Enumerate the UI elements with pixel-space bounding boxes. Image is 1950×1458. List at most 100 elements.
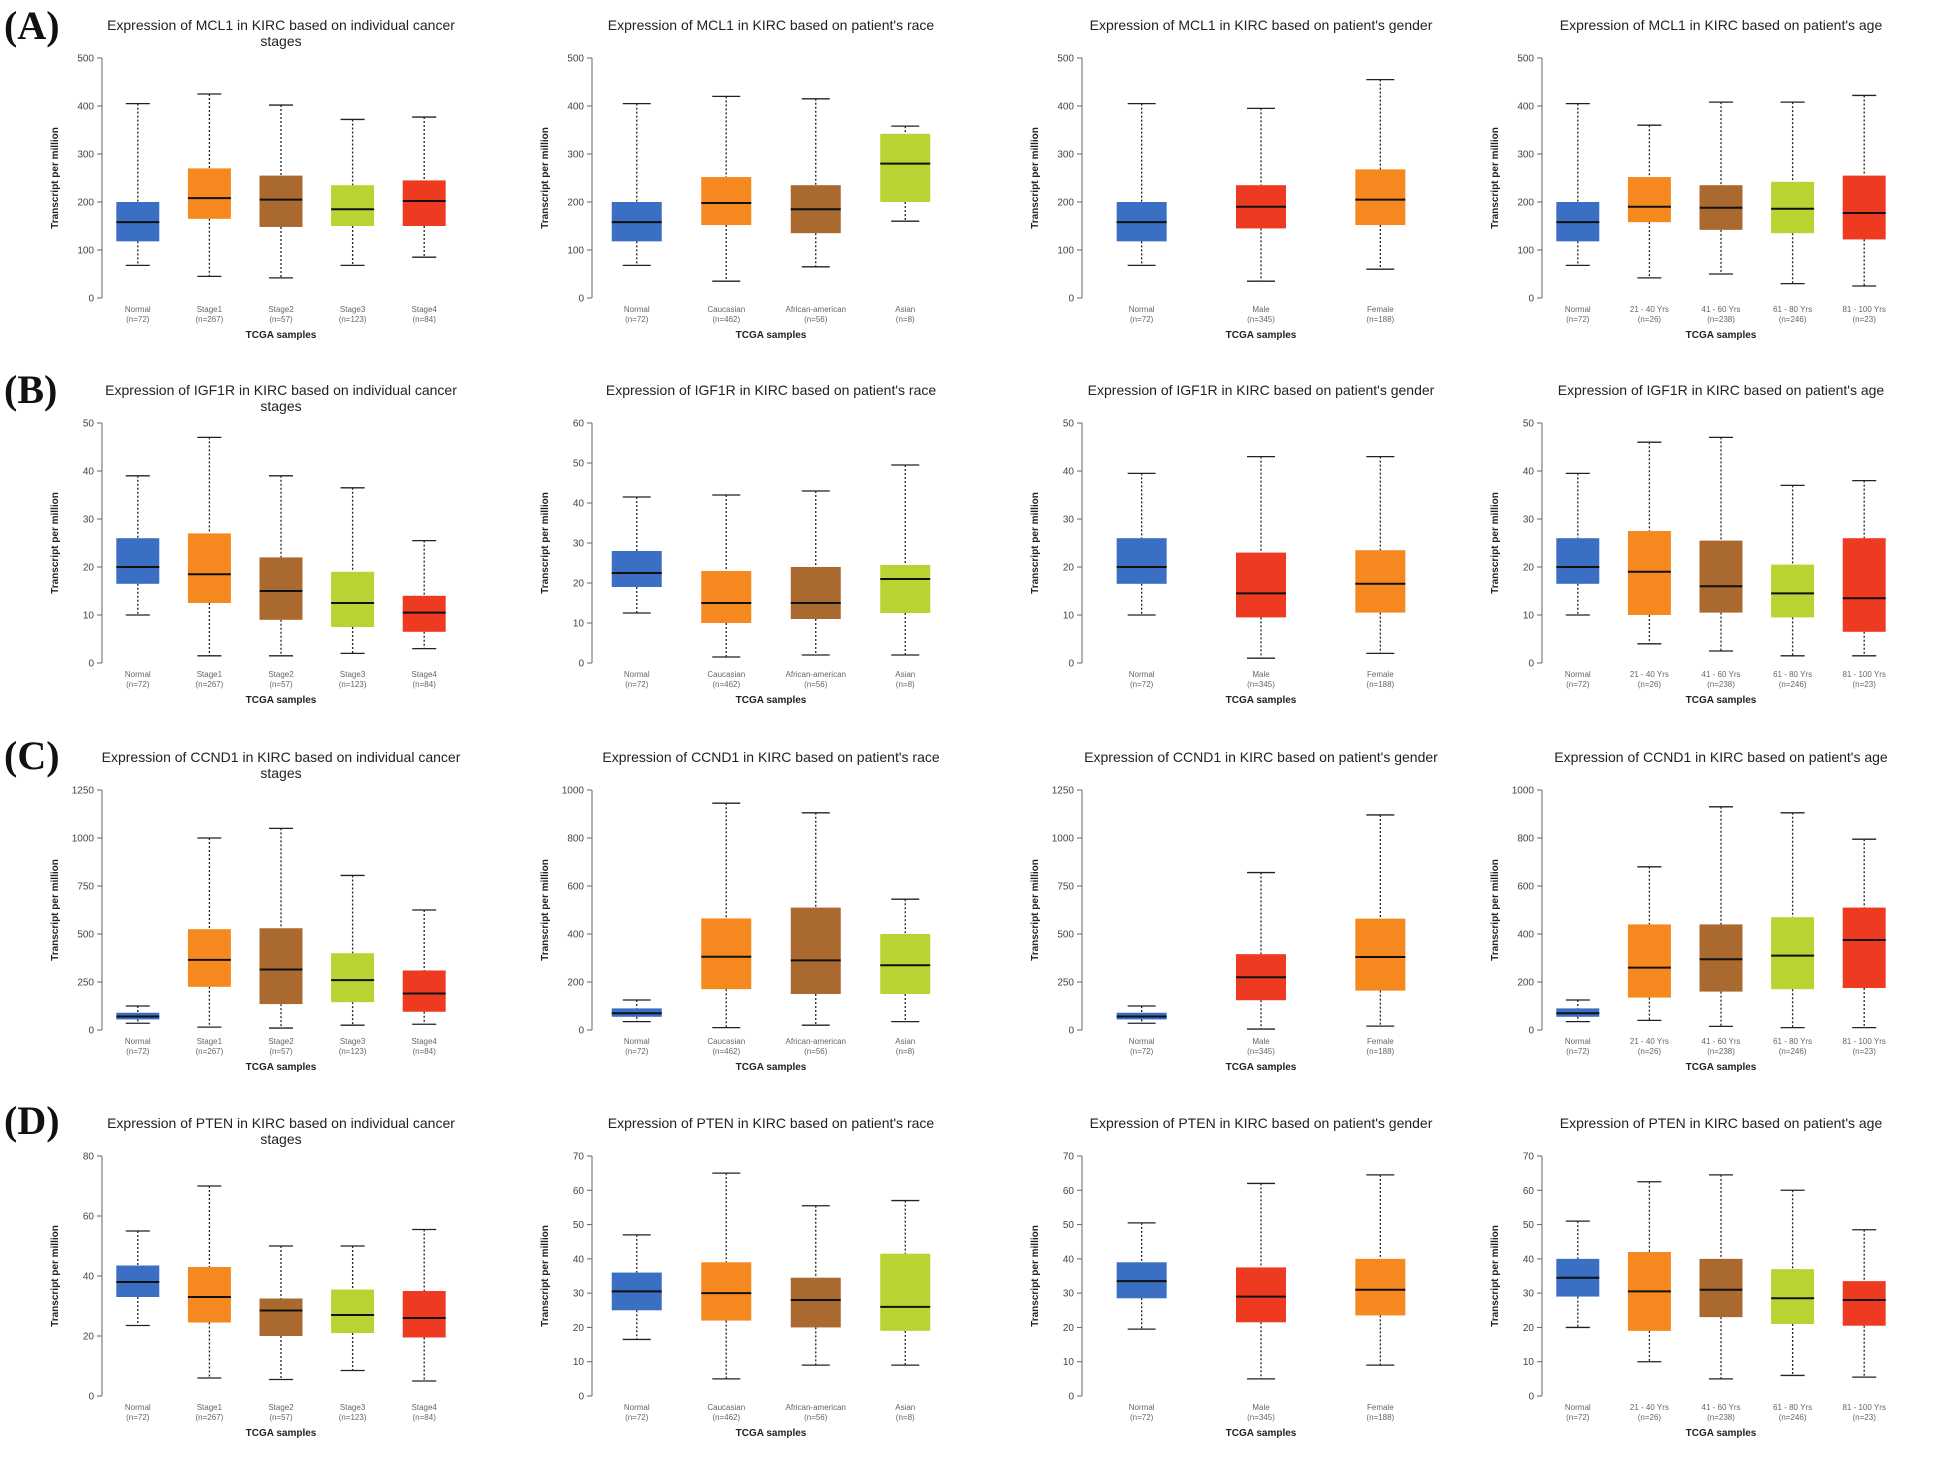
chart-title: Expression of IGF1R in KIRC based on ind… [105, 382, 457, 398]
y-axis-label: Transcript per million [1030, 492, 1041, 594]
y-axis-label: Transcript per million [50, 1225, 61, 1327]
y-tick-label: 250 [77, 978, 94, 989]
box-61-80-yrs [1771, 484, 1815, 657]
chart-title: Expression of CCND1 in KIRC based on pat… [1084, 749, 1438, 765]
y-tick-label: 0 [88, 1392, 94, 1403]
box-iqr [402, 970, 446, 1012]
x-category-count: (n=72) [1566, 1413, 1590, 1422]
x-axis-label: TCGA samples [246, 1062, 317, 1073]
x-category-label: African-american [786, 1037, 846, 1046]
box-iqr [331, 185, 375, 226]
x-category-label: Stage1 [197, 305, 223, 314]
x-category-count: (n=462) [712, 1047, 740, 1056]
chart-title: stages [260, 1131, 301, 1147]
x-category-label: Stage2 [268, 1037, 294, 1046]
x-category-label: Normal [624, 1403, 650, 1412]
chart-svg: Expression of MCL1 in KIRC based on pati… [1030, 17, 1433, 341]
chart-svg: Expression of PTEN in KIRC based on pati… [540, 1115, 934, 1439]
box-caucasian [701, 494, 752, 658]
y-tick-label: 30 [573, 539, 585, 550]
y-tick-label: 50 [573, 1220, 585, 1231]
box-iqr [187, 533, 231, 603]
y-tick-label: 20 [1063, 1323, 1075, 1334]
y-tick-label: 60 [83, 1212, 95, 1223]
chart-title: Expression of MCL1 in KIRC based on pati… [1560, 17, 1883, 33]
y-tick-label: 30 [1523, 1289, 1535, 1300]
x-category-count: (n=8) [896, 1413, 915, 1422]
box-female [1355, 1174, 1406, 1366]
x-axis-label: TCGA samples [246, 1428, 317, 1439]
box-stage2 [259, 104, 303, 279]
y-axis-label: Transcript per million [50, 492, 61, 594]
x-category-label: Male [1252, 1037, 1270, 1046]
x-category-label: Stage4 [412, 1037, 438, 1046]
x-category-label: African-american [786, 305, 846, 314]
y-tick-label: 1000 [72, 834, 95, 845]
x-category-label: Asian [895, 1037, 915, 1046]
box-iqr [402, 595, 446, 632]
x-category-count: (n=23) [1853, 1413, 1877, 1422]
box-iqr [187, 168, 231, 219]
x-category-label: Caucasian [707, 1037, 745, 1046]
x-category-count: (n=188) [1366, 680, 1394, 689]
y-tick-label: 500 [77, 54, 94, 65]
chart-title: Expression of PTEN in KIRC based on pati… [1090, 1115, 1433, 1131]
y-tick-label: 0 [1068, 1392, 1074, 1403]
box-african-american [790, 1205, 841, 1366]
chart-svg: Expression of CCND1 in KIRC based on pat… [540, 749, 940, 1073]
x-axis-label: TCGA samples [1686, 695, 1757, 706]
y-tick-label: 60 [1523, 1186, 1535, 1197]
y-tick-label: 400 [1517, 102, 1534, 113]
chart-title: stages [260, 398, 301, 414]
box-female [1355, 455, 1406, 655]
y-tick-label: 30 [573, 1289, 585, 1300]
box-iqr [1236, 552, 1286, 618]
y-tick-label: 20 [1523, 563, 1535, 574]
box-asian [880, 125, 931, 222]
y-tick-label: 0 [578, 1026, 584, 1037]
x-category-label: Normal [1565, 1403, 1591, 1412]
chart-svg: Expression of IGF1R in KIRC based on pat… [1030, 382, 1435, 706]
x-category-count: (n=123) [339, 1413, 367, 1422]
y-tick-label: 100 [567, 246, 584, 257]
x-category-label: Female [1367, 670, 1394, 679]
x-category-count: (n=23) [1853, 315, 1877, 324]
box-iqr [1842, 175, 1886, 240]
y-tick-label: 30 [1063, 1289, 1075, 1300]
y-tick-label: 250 [1057, 978, 1074, 989]
x-category-count: (n=72) [625, 680, 649, 689]
x-category-label: 21 - 40 Yrs [1630, 305, 1669, 314]
x-category-count: (n=238) [1707, 315, 1735, 324]
chart-svg: Expression of PTEN in KIRC based on pati… [1490, 1115, 1886, 1439]
x-category-count: (n=8) [896, 315, 915, 324]
x-axis-label: TCGA samples [736, 1428, 807, 1439]
y-tick-label: 20 [1523, 1323, 1535, 1334]
box-normal [1556, 102, 1600, 267]
x-category-label: Stage3 [340, 1403, 366, 1412]
x-category-label: Stage3 [340, 305, 366, 314]
box-iqr [331, 953, 375, 1003]
box-21-40-yrs [1627, 441, 1671, 645]
y-tick-label: 0 [1068, 659, 1074, 670]
box-iqr [790, 907, 841, 994]
x-category-count: (n=8) [896, 680, 915, 689]
y-tick-label: 200 [567, 978, 584, 989]
chart-igf1r-age: Expression of IGF1R in KIRC based on pat… [1480, 375, 1920, 725]
x-category-label: Stage3 [340, 1037, 366, 1046]
box-caucasian [701, 802, 752, 1029]
box-iqr [1355, 1258, 1406, 1316]
x-category-count: (n=84) [413, 680, 437, 689]
box-african-american [790, 98, 841, 268]
chart-mcl1-gender: Expression of MCL1 in KIRC based on pati… [1020, 10, 1460, 360]
box-normal [116, 102, 160, 267]
x-category-count: (n=72) [1566, 680, 1590, 689]
x-category-label: Male [1252, 305, 1270, 314]
y-axis-label: Transcript per million [540, 127, 551, 229]
box-iqr [187, 929, 231, 987]
x-axis-label: TCGA samples [1686, 1428, 1757, 1439]
chart-svg: Expression of MCL1 in KIRC based on pati… [1490, 17, 1886, 341]
box-iqr [880, 565, 931, 613]
box-iqr [1627, 924, 1671, 998]
y-tick-label: 300 [77, 150, 94, 161]
x-category-label: Normal [125, 1403, 151, 1412]
